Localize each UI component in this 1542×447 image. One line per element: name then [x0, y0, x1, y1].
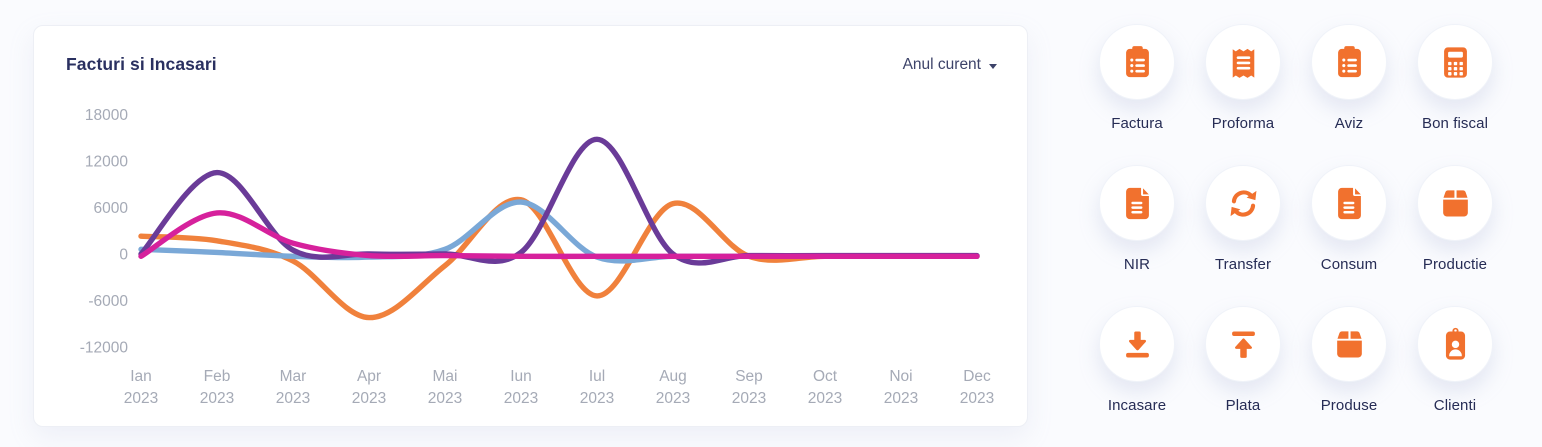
period-selector-label: Anul curent [902, 56, 981, 73]
invoices-chart-card: Facturi si Incasari Anul curent 18000 120… [33, 25, 1028, 427]
y-axis-tick: -6000 [88, 293, 128, 310]
shortcut-label: Aviz [1334, 115, 1364, 132]
shortcut-label: Bon fiscal [1421, 115, 1489, 132]
shortcut-label: NIR [1123, 256, 1151, 273]
shortcut-label: Produse [1320, 397, 1378, 414]
x-axis-tick-year: 2023 [732, 390, 766, 407]
shortcut-aviz[interactable]: Aviz [1311, 24, 1387, 165]
x-axis-tick-year: 2023 [276, 390, 310, 407]
x-axis-labels: Ian 2023 Feb 2023 Mar 2023 Apr 2023 Mai 2023 Iun 20… [124, 368, 994, 407]
x-axis-tick-month: Ian [130, 368, 152, 385]
clipboard-list-icon [1311, 24, 1387, 100]
shortcut-incasare[interactable]: Incasare [1099, 306, 1175, 447]
id-badge-icon [1417, 306, 1493, 382]
chart-title: Facturi si Incasari [66, 54, 217, 74]
shortcut-proforma[interactable]: Proforma [1205, 24, 1281, 165]
shortcut-label: Factura [1111, 115, 1163, 132]
x-axis-tick-year: 2023 [428, 390, 462, 407]
calculator-icon [1417, 24, 1493, 100]
x-axis-tick-month: Feb [204, 368, 231, 385]
shortcut-label: Transfer [1214, 256, 1272, 273]
x-axis-tick-year: 2023 [352, 390, 386, 407]
shortcut-clienti[interactable]: Clienti [1417, 306, 1493, 447]
x-axis-tick-month: Noi [889, 368, 912, 385]
x-axis-tick-month: Sep [735, 368, 763, 385]
x-axis-tick-year: 2023 [124, 390, 158, 407]
x-axis-tick-month: Oct [813, 368, 838, 385]
shortcut-label: Productie [1422, 256, 1488, 273]
shortcut-produse[interactable]: Produse [1311, 306, 1387, 447]
x-axis-tick-year: 2023 [504, 390, 538, 407]
y-axis-tick: 12000 [85, 154, 128, 171]
clipboard-list-icon [1099, 24, 1175, 100]
upload-icon [1205, 306, 1281, 382]
box-icon [1417, 165, 1493, 241]
y-axis-tick: 6000 [94, 200, 129, 217]
file-lines-icon [1099, 165, 1175, 241]
x-axis-tick-year: 2023 [656, 390, 690, 407]
file-lines-icon [1311, 165, 1387, 241]
shortcut-label: Clienti [1433, 397, 1477, 414]
shortcut-plata[interactable]: Plata [1205, 306, 1281, 447]
x-axis-tick-month: Apr [357, 368, 381, 385]
download-icon [1099, 306, 1175, 382]
x-axis-tick-month: Iul [589, 368, 605, 385]
x-axis-tick-year: 2023 [200, 390, 234, 407]
shortcut-label: Incasare [1107, 397, 1167, 414]
period-selector[interactable]: Anul curent [903, 54, 997, 76]
box-icon [1311, 306, 1387, 382]
x-axis-tick-month: Aug [659, 368, 687, 385]
shortcut-label: Plata [1225, 397, 1261, 414]
shortcut-factura[interactable]: Factura [1099, 24, 1175, 165]
x-axis-tick-year: 2023 [580, 390, 614, 407]
x-axis-tick-year: 2023 [960, 390, 994, 407]
sync-arrows-icon [1205, 165, 1281, 241]
shortcut-nir[interactable]: NIR [1099, 165, 1175, 306]
shortcut-label: Consum [1320, 256, 1378, 273]
series-pink-line [138, 210, 980, 260]
shortcut-consum[interactable]: Consum [1311, 165, 1387, 306]
x-axis-tick-month: Dec [963, 368, 991, 385]
x-axis-tick-year: 2023 [808, 390, 842, 407]
shortcut-productie[interactable]: Productie [1417, 165, 1493, 306]
x-axis-tick-year: 2023 [884, 390, 918, 407]
y-axis-tick: -12000 [80, 340, 129, 357]
receipt-icon [1205, 24, 1281, 100]
y-axis-labels: 18000 12000 6000 0 -6000 -12000 [80, 107, 129, 357]
shortcut-bon-fiscal[interactable]: Bon fiscal [1417, 24, 1493, 165]
y-axis-tick: 18000 [85, 107, 128, 124]
shortcut-transfer[interactable]: Transfer [1205, 165, 1281, 306]
caret-down-icon [989, 63, 997, 69]
y-axis-tick: 0 [119, 247, 128, 264]
x-axis-tick-month: Mai [433, 368, 458, 385]
shortcut-label: Proforma [1211, 115, 1275, 132]
x-axis-tick-month: Mar [280, 368, 307, 385]
x-axis-tick-month: Iun [510, 368, 532, 385]
shortcuts-grid: Factura Proforma Aviz Bon fiscal NIR Transfer… [1084, 24, 1508, 447]
